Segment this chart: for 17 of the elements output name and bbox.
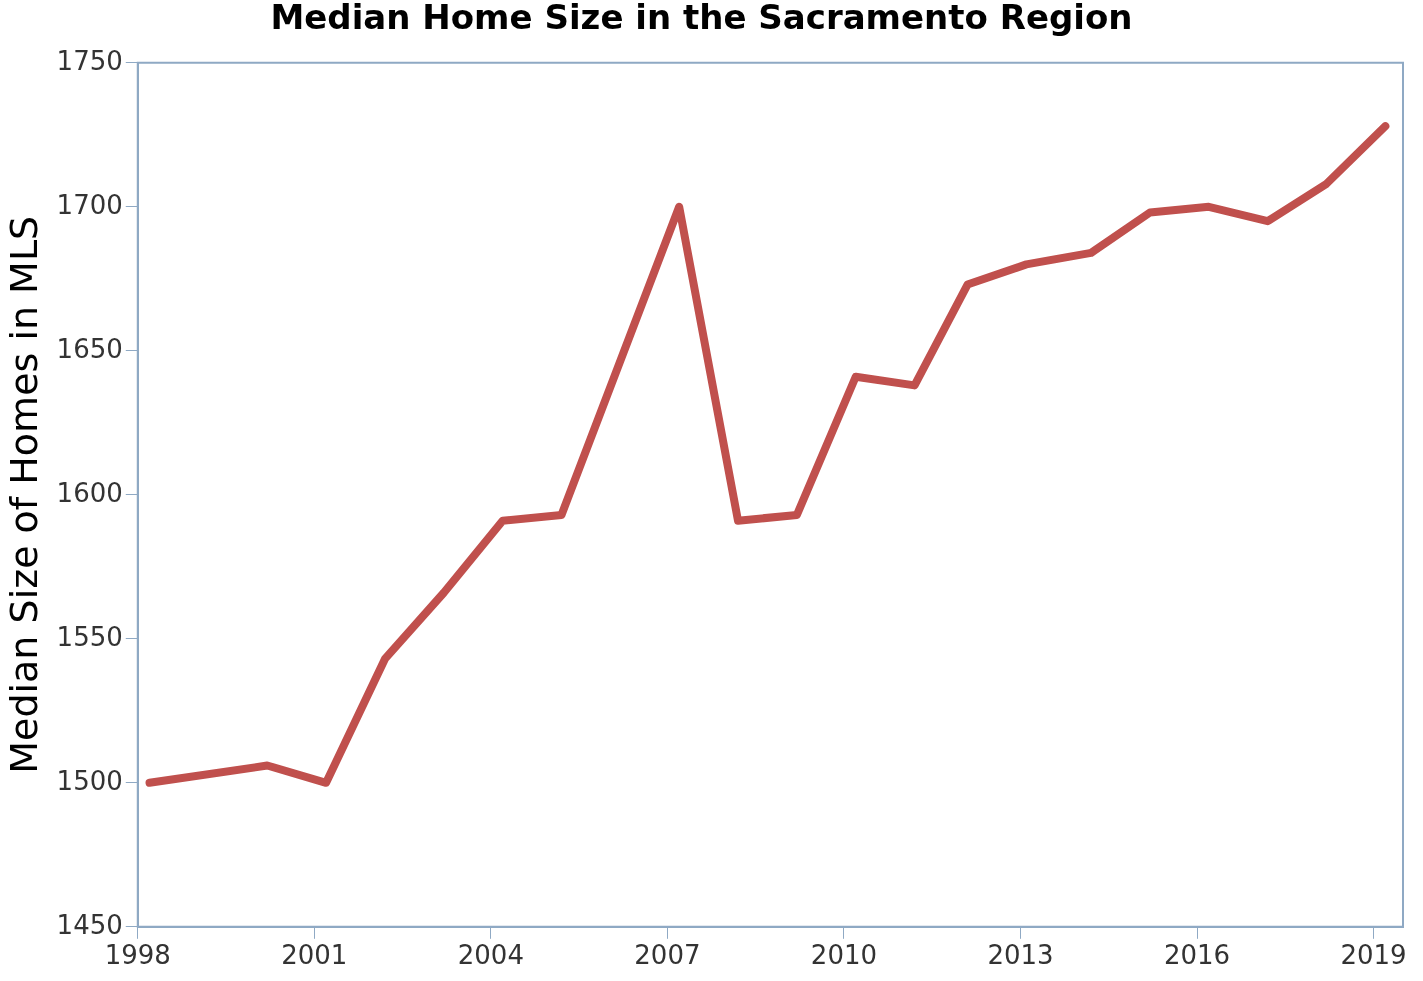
chart-title: Median Home Size in the Sacramento Region — [270, 0, 1133, 38]
x-tick-label: 2010 — [810, 940, 878, 971]
y-tick-label: 1700 — [56, 189, 123, 220]
y-tick-label: 1450 — [56, 909, 123, 940]
x-tick-label: 2013 — [987, 940, 1054, 971]
y-tick-label: 1500 — [56, 765, 123, 796]
x-tick-label: 2001 — [281, 940, 348, 971]
x-tick-label: 2016 — [1163, 940, 1231, 971]
x-tick-label: 1998 — [104, 940, 171, 971]
x-tick-label: 2019 — [1340, 940, 1407, 971]
y-axis-title: Median Size of Homes in MLS — [1, 215, 46, 774]
y-tick-label: 1650 — [56, 333, 123, 364]
x-tick-label: 2007 — [634, 940, 701, 971]
y-tick-label: 1600 — [56, 477, 123, 508]
y-tick-label: 1550 — [56, 621, 123, 652]
y-tick-label: 1750 — [56, 45, 123, 76]
x-tick-label: 2004 — [457, 940, 524, 971]
